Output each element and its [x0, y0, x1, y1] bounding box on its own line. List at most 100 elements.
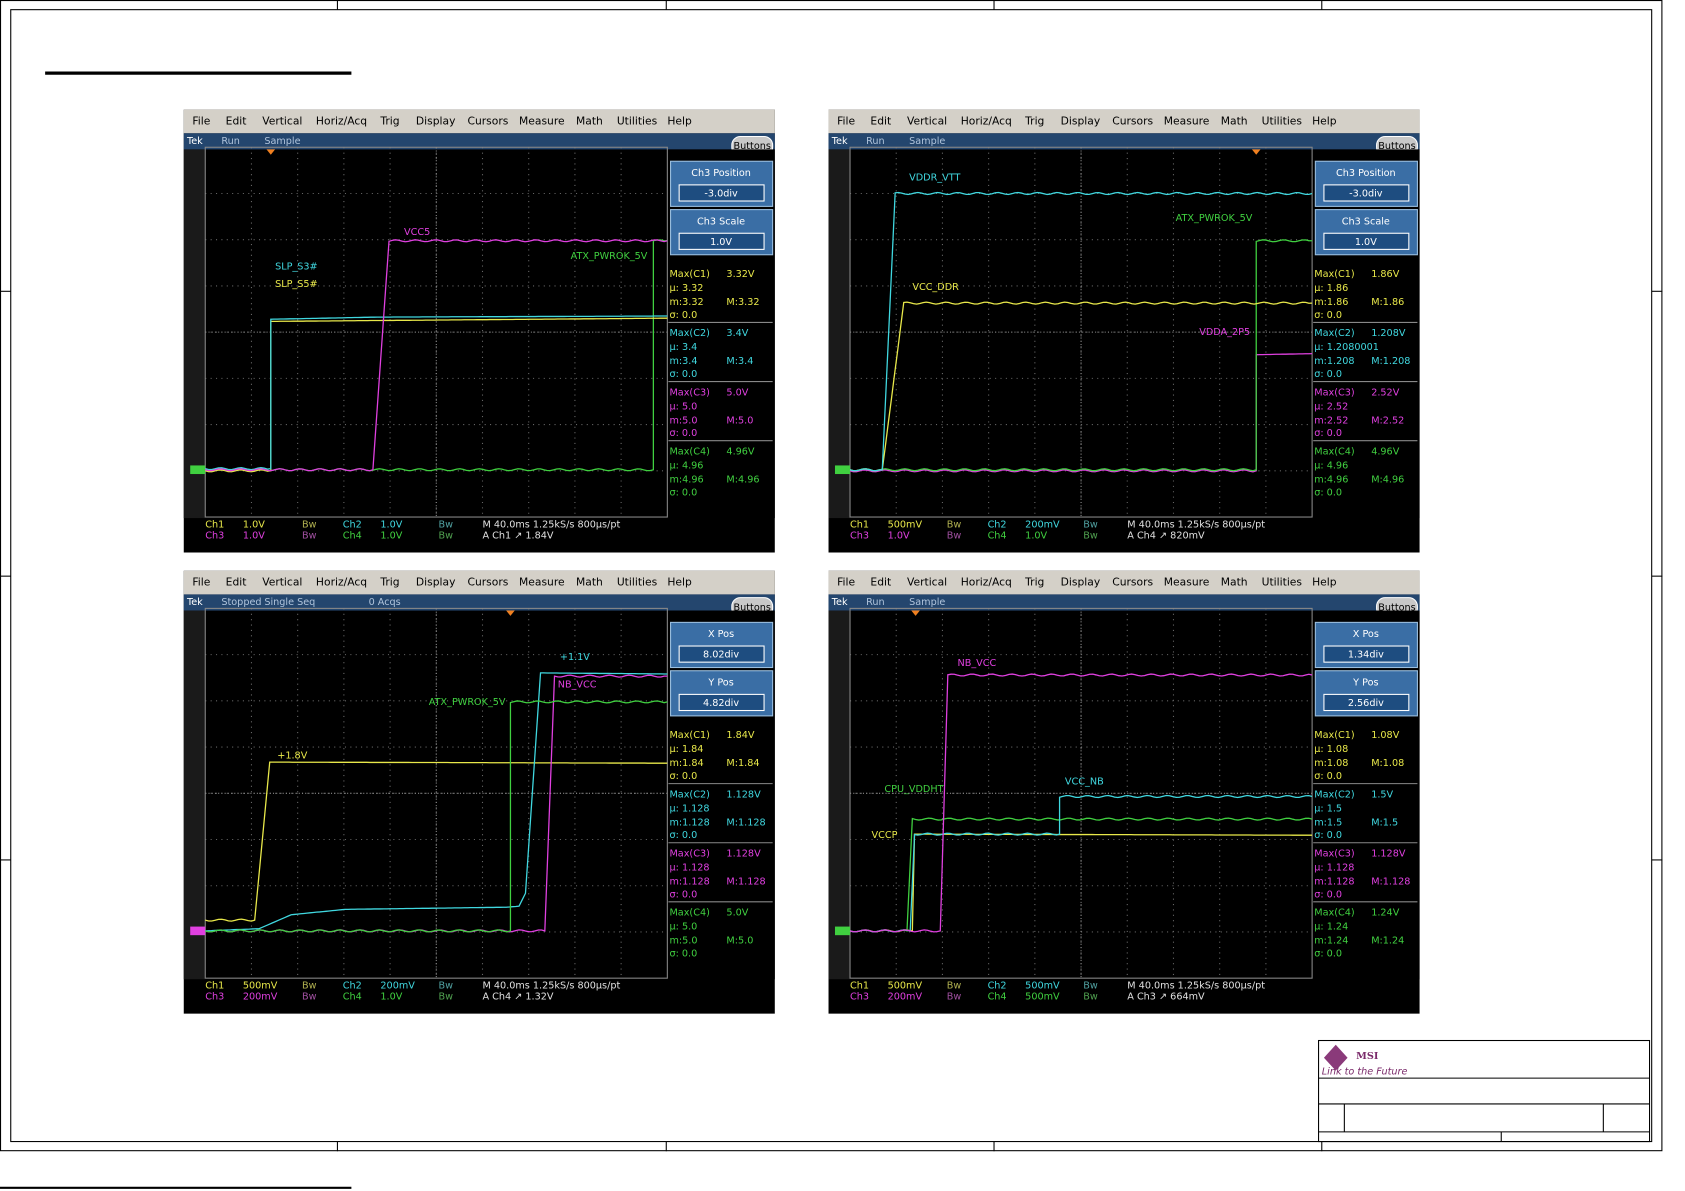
- channel-setting: Ch2: [343, 981, 362, 992]
- measure-mean: µ: 5.0: [669, 401, 697, 412]
- measure-max: M:1.208: [1371, 356, 1410, 367]
- title-block: MSI Link to the Future: [1318, 1039, 1651, 1143]
- channel-marker: [834, 926, 851, 936]
- measure-mean: µ: 1.24: [1314, 922, 1348, 933]
- measure-max: M:4.96: [726, 474, 759, 485]
- measure-min: m:1.24: [1314, 936, 1348, 947]
- control-value: 2.56div: [1348, 698, 1384, 709]
- channel-setting: 1.0V: [243, 520, 265, 531]
- measure-min: m:1.5: [1314, 817, 1342, 828]
- menu-item: Trig: [379, 576, 399, 589]
- channel-marker: [190, 465, 206, 475]
- channel-setting: 1.0V: [380, 530, 402, 541]
- waveform: [205, 317, 668, 473]
- buttons-label: Buttons: [1378, 141, 1415, 152]
- measure-value: 5.0V: [726, 908, 748, 919]
- trigger-marker: [266, 149, 276, 155]
- menu-bar: [183, 570, 775, 595]
- waveform: [849, 794, 1313, 933]
- signal-label: VCC5: [404, 227, 430, 238]
- left-gutter: [183, 149, 206, 519]
- menu-bar: [828, 570, 1420, 595]
- measure-sigma: σ: 0.0: [669, 369, 697, 380]
- menu-item: Help: [667, 576, 692, 589]
- menu-item: Measure: [519, 114, 565, 127]
- menu-item: Trig: [1024, 114, 1044, 127]
- measure-name: Max(C2): [1314, 789, 1354, 800]
- channel-setting: A Ch1 ↗ 1.84V: [483, 530, 554, 541]
- buttons-label: Buttons: [734, 602, 771, 613]
- measure-max: M:1.5: [1371, 817, 1398, 828]
- measure-max: M:1.84: [726, 758, 759, 769]
- signal-label: ATX_PWROK_5V: [571, 251, 648, 262]
- measure-max: M:1.128: [1371, 876, 1410, 887]
- status-text: Tek: [186, 597, 203, 608]
- measure-value: 1.84V: [726, 730, 754, 741]
- oscilloscope-screenshot: File Edit Vertical Horiz/Acq Trig Display Curs…: [183, 109, 775, 553]
- status-text: Tek: [186, 136, 203, 147]
- measure-max: M:1.08: [1371, 758, 1404, 769]
- waveform: [205, 700, 668, 933]
- control-value: -3.0div: [704, 188, 738, 199]
- measure-mean: µ: 2.52: [1314, 401, 1348, 412]
- menu-item: Cursors: [1112, 114, 1153, 127]
- channel-setting: 500mV: [1025, 991, 1060, 1002]
- menu-item: Display: [416, 114, 456, 127]
- measure-max: M:2.52: [1371, 415, 1404, 426]
- channel-setting: Ch3: [205, 530, 224, 541]
- menu-item: Vertical: [907, 576, 947, 589]
- channel-setting: 200mV: [888, 991, 923, 1002]
- channel-marker: [834, 465, 851, 475]
- measure-mean: µ: 3.4: [669, 342, 697, 353]
- status-text: Run: [221, 136, 240, 147]
- channel-setting: Bw: [302, 530, 317, 541]
- measure-max: M:1.128: [726, 817, 765, 828]
- channel-setting: A Ch4 ↗ 1.32V: [483, 991, 554, 1002]
- measure-min: m:2.52: [1314, 415, 1348, 426]
- signal-label: VCC_NB: [1065, 776, 1104, 787]
- menu-item: Help: [1312, 114, 1337, 127]
- control-title: Ch3 Position: [1336, 168, 1396, 179]
- trigger-marker: [1251, 149, 1261, 155]
- measure-name: Max(C3): [1314, 387, 1354, 398]
- menu-item: Cursors: [1112, 576, 1153, 589]
- channel-setting: Ch3: [205, 991, 224, 1002]
- channel-setting: 1.0V: [380, 520, 402, 531]
- channel-setting: Bw: [947, 530, 962, 541]
- control-title: Ch3 Scale: [1342, 216, 1390, 227]
- menu-item: Horiz/Acq: [961, 114, 1012, 127]
- channel-setting: Bw: [302, 991, 317, 1002]
- measure-min: m:5.0: [669, 936, 697, 947]
- signal-label: +1.8V: [277, 751, 307, 762]
- menu-item: Cursors: [467, 114, 508, 127]
- control-title: X Pos: [1353, 629, 1379, 640]
- channel-setting: Ch1: [850, 520, 869, 531]
- measure-sigma: σ: 0.0: [1314, 771, 1342, 782]
- channel-setting: Bw: [1083, 530, 1098, 541]
- status-text: Run: [866, 597, 885, 608]
- measure-name: Max(C1): [1314, 730, 1354, 741]
- channel-setting: Bw: [302, 981, 317, 992]
- oscilloscope-screenshot: File Edit Vertical Horiz/Acq Trig Display Curs…: [828, 570, 1420, 1014]
- channel-setting: 200mV: [1025, 520, 1060, 531]
- menu-item: Vertical: [262, 576, 302, 589]
- waveform: [849, 191, 1313, 472]
- measure-min: m:1.86: [1314, 297, 1348, 308]
- measure-name: Max(C3): [669, 387, 709, 398]
- menu-bar: [828, 109, 1420, 134]
- status-text: Sample: [909, 136, 945, 147]
- waveform: [849, 833, 1313, 933]
- status-bar: [183, 594, 775, 611]
- measure-value: 1.86V: [1371, 269, 1399, 280]
- control-value-box: [678, 693, 765, 712]
- logo-text: MSI: [1356, 1051, 1379, 1062]
- measure-min: m:4.96: [669, 474, 703, 485]
- trigger-marker: [506, 610, 515, 616]
- control-value: 4.82div: [703, 698, 739, 709]
- measure-max: M:1.24: [1371, 936, 1404, 947]
- measure-min: m:3.32: [669, 297, 703, 308]
- measure-max: M:1.86: [1371, 297, 1404, 308]
- measure-value: 4.96V: [726, 446, 754, 457]
- menu-item: Edit: [870, 114, 891, 127]
